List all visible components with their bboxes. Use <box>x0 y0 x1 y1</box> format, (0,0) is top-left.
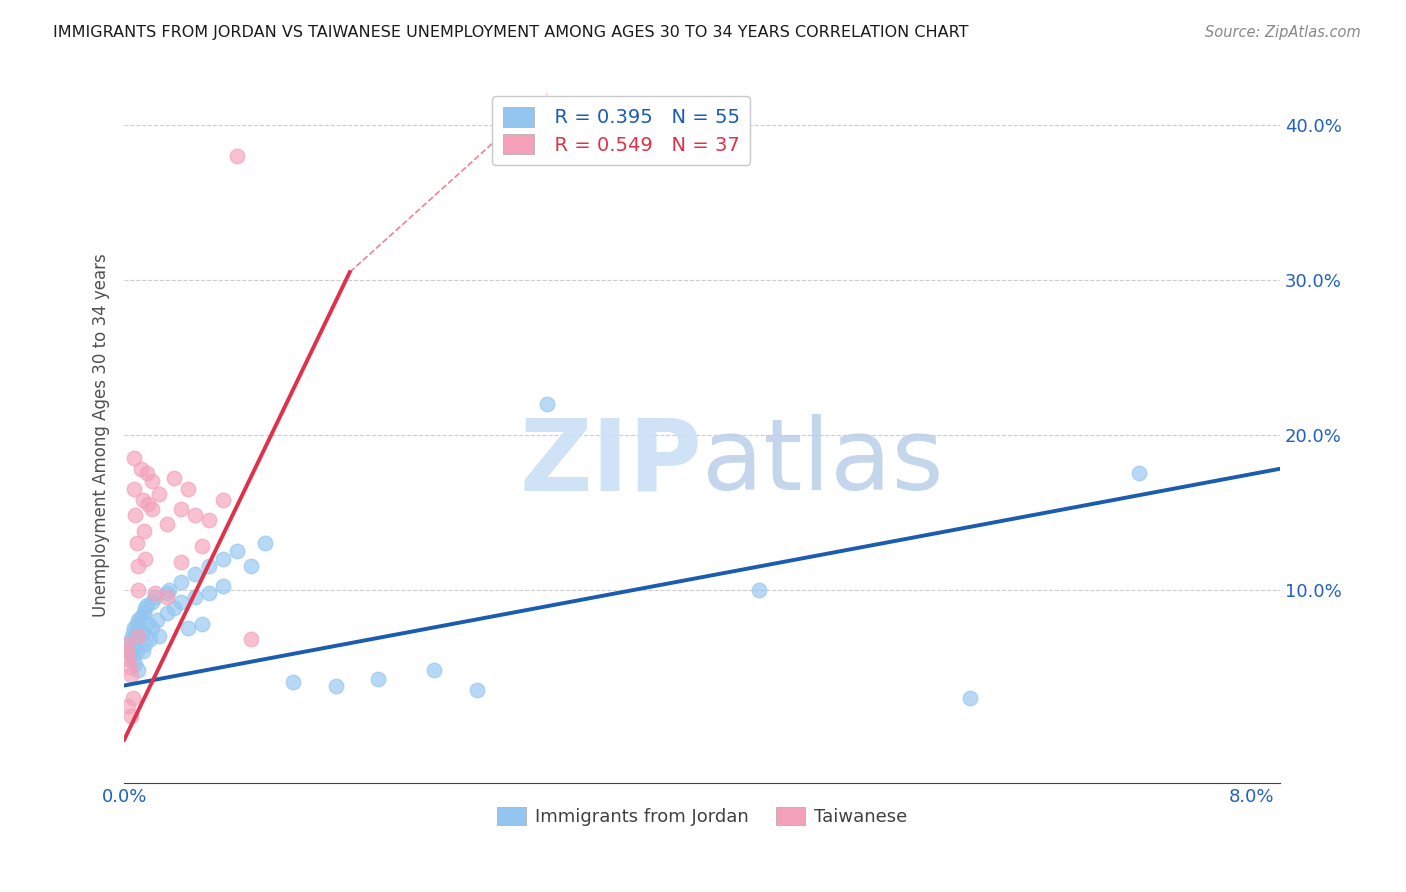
Point <box>117 644 139 658</box>
Point <box>134 601 156 615</box>
Point <box>183 567 205 582</box>
Point <box>124 508 146 523</box>
Point <box>148 486 170 500</box>
Point <box>122 641 145 656</box>
Point <box>198 513 221 527</box>
Point <box>145 614 167 628</box>
Point <box>127 559 149 574</box>
Point <box>131 644 153 658</box>
Point <box>143 585 166 599</box>
Point <box>283 675 305 690</box>
Point <box>122 621 145 635</box>
Point <box>198 585 221 599</box>
Point <box>169 555 191 569</box>
Point <box>1128 467 1150 481</box>
Point <box>121 652 143 666</box>
Point <box>169 595 191 609</box>
Point <box>120 709 142 723</box>
Point <box>124 629 146 643</box>
Point <box>117 652 139 666</box>
Point <box>169 574 191 589</box>
Point <box>131 625 153 640</box>
Point <box>115 637 138 651</box>
Point <box>325 679 347 693</box>
Point <box>162 471 184 485</box>
Point <box>127 582 149 597</box>
Point <box>169 502 191 516</box>
Point <box>367 673 389 687</box>
Point <box>190 616 212 631</box>
Point <box>134 637 156 651</box>
Point <box>212 579 235 593</box>
Point <box>132 524 155 538</box>
Point <box>226 544 249 558</box>
Point <box>120 648 142 662</box>
Point <box>120 667 142 681</box>
Point <box>240 559 263 574</box>
Point <box>122 450 145 465</box>
Point <box>134 551 156 566</box>
Point <box>141 502 163 516</box>
Point <box>138 632 160 646</box>
Point <box>176 482 198 496</box>
Point <box>162 601 184 615</box>
Point <box>141 621 163 635</box>
Point <box>122 482 145 496</box>
Point <box>183 508 205 523</box>
Text: Source: ZipAtlas.com: Source: ZipAtlas.com <box>1205 25 1361 40</box>
Point <box>423 663 446 677</box>
Point <box>155 606 177 620</box>
Point <box>254 536 277 550</box>
Legend: Immigrants from Jordan, Taiwanese: Immigrants from Jordan, Taiwanese <box>489 799 914 833</box>
Point <box>198 559 221 574</box>
Point <box>132 606 155 620</box>
Point <box>115 644 138 658</box>
Point <box>136 497 159 511</box>
Point <box>129 462 152 476</box>
Point <box>240 632 263 646</box>
Point <box>226 149 249 163</box>
Point <box>747 582 769 597</box>
Point <box>176 621 198 635</box>
Point <box>135 467 157 481</box>
Point <box>157 582 180 597</box>
Point <box>143 591 166 605</box>
Point <box>183 591 205 605</box>
Point <box>121 690 143 705</box>
Point <box>129 610 152 624</box>
Point <box>120 632 142 646</box>
Point <box>114 637 136 651</box>
Point <box>125 644 148 658</box>
Point <box>136 616 159 631</box>
Text: ZIP: ZIP <box>519 414 702 511</box>
Point <box>127 629 149 643</box>
Point <box>127 663 149 677</box>
Point <box>125 616 148 631</box>
Point <box>121 625 143 640</box>
Point <box>127 614 149 628</box>
Point <box>141 595 163 609</box>
Text: atlas: atlas <box>702 414 943 511</box>
Point <box>148 629 170 643</box>
Y-axis label: Unemployment Among Ages 30 to 34 years: Unemployment Among Ages 30 to 34 years <box>93 252 110 616</box>
Point <box>117 698 139 713</box>
Text: IMMIGRANTS FROM JORDAN VS TAIWANESE UNEMPLOYMENT AMONG AGES 30 TO 34 YEARS CORRE: IMMIGRANTS FROM JORDAN VS TAIWANESE UNEM… <box>53 25 969 40</box>
Point <box>124 657 146 671</box>
Point <box>127 629 149 643</box>
Point <box>141 474 163 488</box>
Point <box>135 598 157 612</box>
Point <box>536 397 558 411</box>
Point <box>190 539 212 553</box>
Point <box>155 517 177 532</box>
Point <box>212 492 235 507</box>
Point <box>131 492 153 507</box>
Point <box>959 690 981 705</box>
Point <box>155 591 177 605</box>
Point <box>155 585 177 599</box>
Point <box>125 536 148 550</box>
Point <box>212 551 235 566</box>
Point <box>465 683 488 698</box>
Point <box>118 660 141 674</box>
